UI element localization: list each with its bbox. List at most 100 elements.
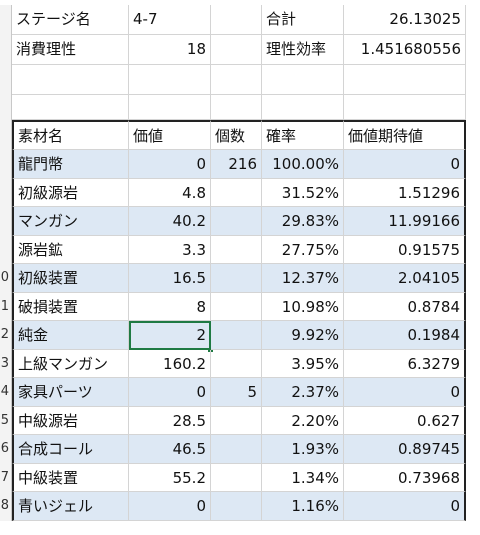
material-name-cell[interactable]: 純金 [12,321,129,350]
expected-value-cell[interactable]: 0.73968 [344,463,466,492]
value-cell[interactable]: 46.5 [129,435,211,464]
material-name-cell[interactable]: 合成コール [12,435,129,464]
row-header[interactable]: 7 [0,463,12,492]
probability-cell[interactable]: 31.52% [262,178,344,207]
expected-value-cell[interactable]: 2.04105 [344,264,466,293]
empty-cell[interactable] [12,95,129,120]
material-name-cell[interactable]: 上級マンガン [12,349,129,378]
sanity-value-cell[interactable]: 18 [129,35,211,65]
probability-cell[interactable]: 29.83% [262,207,344,236]
row-header[interactable] [0,178,12,207]
stage-value-cell[interactable]: 4-7 [129,5,211,35]
material-name-cell[interactable]: マンガン [12,207,129,236]
probability-cell[interactable]: 3.95% [262,349,344,378]
probability-cell[interactable]: 100.00% [262,150,344,179]
probability-cell[interactable]: 2.20% [262,406,344,435]
header-value-cell[interactable]: 価値 [129,120,211,150]
expected-value-cell[interactable]: 0 [344,492,466,521]
row-header[interactable]: 8 [0,492,12,521]
row-header[interactable] [0,150,12,179]
empty-cell[interactable] [211,95,262,120]
value-cell[interactable]: 160.2 [129,349,211,378]
material-name-cell[interactable]: 源岩鉱 [12,235,129,264]
expected-value-cell[interactable]: 0.627 [344,406,466,435]
count-cell[interactable] [211,406,262,435]
expected-value-cell[interactable]: 0.91575 [344,235,466,264]
row-header[interactable] [0,207,12,236]
header-expected-cell[interactable]: 価値期待値 [344,120,466,150]
probability-cell[interactable]: 1.93% [262,435,344,464]
count-cell[interactable]: 5 [211,378,262,407]
total-label-cell[interactable]: 合計 [262,5,344,35]
row-header[interactable]: 3 [0,349,12,378]
count-cell[interactable] [211,207,262,236]
probability-cell[interactable]: 27.75% [262,235,344,264]
count-cell[interactable] [211,435,262,464]
count-cell[interactable] [211,292,262,321]
value-cell[interactable]: 28.5 [129,406,211,435]
empty-cell[interactable] [129,95,211,120]
total-value-cell[interactable]: 26.13025 [344,5,466,35]
expected-value-cell[interactable]: 0.89745 [344,435,466,464]
empty-cell[interactable] [129,65,211,95]
expected-value-cell[interactable]: 6.3279 [344,349,466,378]
row-header[interactable] [0,65,12,95]
expected-value-cell[interactable]: 0 [344,378,466,407]
value-cell[interactable]: 0 [129,150,211,179]
material-name-cell[interactable]: 中級装置 [12,463,129,492]
probability-cell[interactable]: 9.92% [262,321,344,350]
empty-cell[interactable] [344,95,466,120]
probability-cell[interactable]: 12.37% [262,264,344,293]
empty-cell[interactable] [211,5,262,35]
value-cell[interactable]: 0 [129,378,211,407]
row-header[interactable] [0,95,12,120]
empty-cell[interactable] [262,65,344,95]
row-header[interactable]: 2 [0,321,12,350]
count-cell[interactable] [211,349,262,378]
empty-cell[interactable] [262,95,344,120]
probability-cell[interactable]: 10.98% [262,292,344,321]
value-cell[interactable]: 3.3 [129,235,211,264]
expected-value-cell[interactable]: 0.1984 [344,321,466,350]
selected-value-cell[interactable]: 2 [129,321,211,350]
count-cell[interactable] [211,235,262,264]
value-cell[interactable]: 8 [129,292,211,321]
empty-cell[interactable] [211,35,262,65]
expected-value-cell[interactable]: 1.51296 [344,178,466,207]
expected-value-cell[interactable]: 0 [344,150,466,179]
count-cell[interactable]: 216 [211,150,262,179]
material-name-cell[interactable]: 初級装置 [12,264,129,293]
value-cell[interactable]: 4.8 [129,178,211,207]
material-name-cell[interactable]: 龍門幣 [12,150,129,179]
value-cell[interactable]: 40.2 [129,207,211,236]
value-cell[interactable]: 16.5 [129,264,211,293]
row-header[interactable] [0,5,12,35]
efficiency-value-cell[interactable]: 1.451680556 [344,35,466,65]
expected-value-cell[interactable]: 11.99166 [344,207,466,236]
material-name-cell[interactable]: 青いジェル [12,492,129,521]
header-name-cell[interactable]: 素材名 [12,120,129,150]
probability-cell[interactable]: 2.37% [262,378,344,407]
empty-cell[interactable] [12,65,129,95]
count-cell[interactable] [211,178,262,207]
count-cell[interactable] [211,463,262,492]
row-header[interactable]: 4 [0,378,12,407]
empty-cell[interactable] [344,65,466,95]
material-name-cell[interactable]: 中級源岩 [12,406,129,435]
row-header[interactable]: 6 [0,435,12,464]
row-header[interactable] [0,120,12,150]
empty-cell[interactable] [211,65,262,95]
probability-cell[interactable]: 1.16% [262,492,344,521]
header-count-cell[interactable]: 個数 [211,120,262,150]
probability-cell[interactable]: 1.34% [262,463,344,492]
expected-value-cell[interactable]: 0.8784 [344,292,466,321]
row-header[interactable]: 0 [0,264,12,293]
value-cell[interactable]: 0 [129,492,211,521]
sanity-label-cell[interactable]: 消費理性 [12,35,129,65]
count-cell[interactable] [211,321,262,350]
material-name-cell[interactable]: 家具パーツ [12,378,129,407]
count-cell[interactable] [211,492,262,521]
header-prob-cell[interactable]: 確率 [262,120,344,150]
material-name-cell[interactable]: 初級源岩 [12,178,129,207]
